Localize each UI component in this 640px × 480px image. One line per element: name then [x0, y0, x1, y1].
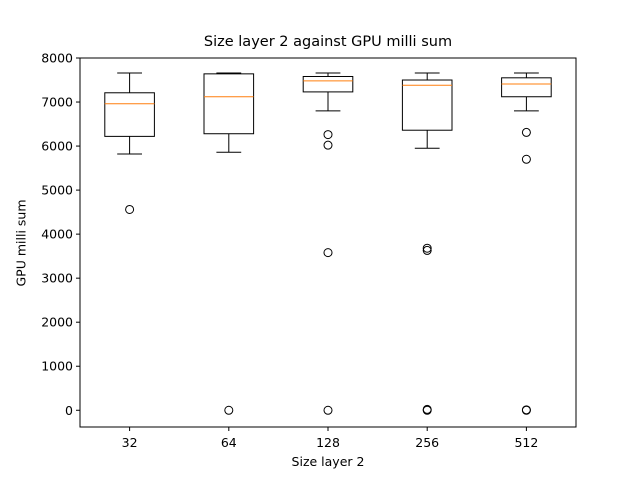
outlier-point: [224, 405, 234, 415]
box-128: [302, 75, 354, 93]
outlier-point: [323, 248, 333, 258]
y-tick-label: 0: [65, 403, 73, 418]
x-tick-label: 32: [122, 435, 138, 450]
y-tick-label: 5000: [41, 183, 73, 198]
y-tick-label: 8000: [41, 51, 73, 66]
y-tick-label: 2000: [41, 315, 73, 330]
x-axis-label: Size layer 2: [291, 454, 365, 469]
x-tick-label: 512: [514, 435, 538, 450]
outlier-point: [125, 204, 135, 214]
outlier-point: [521, 154, 531, 164]
outlier-point: [323, 130, 333, 140]
outlier-point: [422, 245, 432, 255]
outlier-point: [521, 405, 531, 415]
box-32: [104, 92, 155, 137]
x-tick-label: 128: [316, 435, 340, 450]
y-tick-label: 3000: [41, 271, 73, 286]
y-tick-label: 7000: [41, 95, 73, 110]
box-64: [203, 73, 255, 135]
x-tick-label: 256: [415, 435, 439, 450]
outlier-point: [422, 405, 432, 415]
outlier-point: [323, 140, 333, 150]
y-tick-label: 4000: [41, 227, 73, 242]
outlier-point: [323, 405, 333, 415]
y-axis-label: GPU milli sum: [13, 199, 29, 287]
outlier-point: [521, 127, 531, 137]
box-256: [401, 79, 453, 131]
chart-title: Size layer 2 against GPU milli sum: [203, 34, 453, 50]
y-tick-label: 6000: [41, 139, 73, 154]
outlier-point: [422, 243, 432, 253]
box-512: [501, 77, 552, 98]
x-tick-label: 64: [221, 435, 237, 450]
y-tick-label: 1000: [41, 359, 73, 374]
